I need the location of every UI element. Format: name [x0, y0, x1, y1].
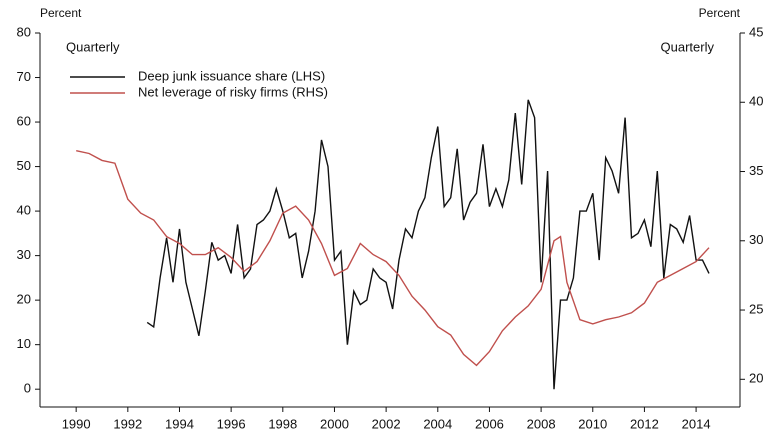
series-line — [146, 99, 710, 390]
y2-tick-label: 45 — [749, 24, 763, 39]
y-tick-label: 80 — [17, 24, 31, 39]
annotation: Quarterly — [66, 39, 120, 54]
y2-axis-label: Percent — [699, 6, 741, 20]
x-tick-label: 2004 — [423, 416, 452, 431]
y-tick-label: 10 — [17, 336, 31, 351]
x-tick-label: 2012 — [630, 416, 659, 431]
x-tick-label: 1992 — [113, 416, 142, 431]
y-tick-label: 20 — [17, 292, 31, 307]
legend-label: Net leverage of risky firms (RHS) — [138, 84, 328, 99]
legend-label: Deep junk issuance share (LHS) — [138, 68, 325, 83]
y2-tick-label: 40 — [749, 94, 763, 109]
y-tick-label: 50 — [17, 158, 31, 173]
y2-tick-label: 25 — [749, 301, 763, 316]
y-axis-label: Percent — [40, 6, 82, 20]
x-tick-label: 2002 — [372, 416, 401, 431]
y2-tick-label: 30 — [749, 232, 763, 247]
y-tick-label: 40 — [17, 203, 31, 218]
y2-tick-label: 35 — [749, 163, 763, 178]
x-tick-label: 2014 — [682, 416, 711, 431]
y-tick-label: 30 — [17, 247, 31, 262]
series-line — [76, 150, 710, 367]
x-tick-label: 2000 — [320, 416, 349, 431]
x-tick-label: 2008 — [527, 416, 556, 431]
x-tick-label: 2010 — [578, 416, 607, 431]
x-tick-label: 1996 — [217, 416, 246, 431]
y-tick-label: 70 — [17, 69, 31, 84]
x-tick-label: 1998 — [268, 416, 297, 431]
x-tick-label: 2006 — [475, 416, 504, 431]
x-tick-label: 1994 — [165, 416, 194, 431]
y2-tick-label: 20 — [749, 371, 763, 386]
y-tick-label: 60 — [17, 113, 31, 128]
annotation: Quarterly — [661, 39, 715, 54]
y-tick-label: 0 — [24, 381, 31, 396]
x-tick-label: 1990 — [62, 416, 91, 431]
